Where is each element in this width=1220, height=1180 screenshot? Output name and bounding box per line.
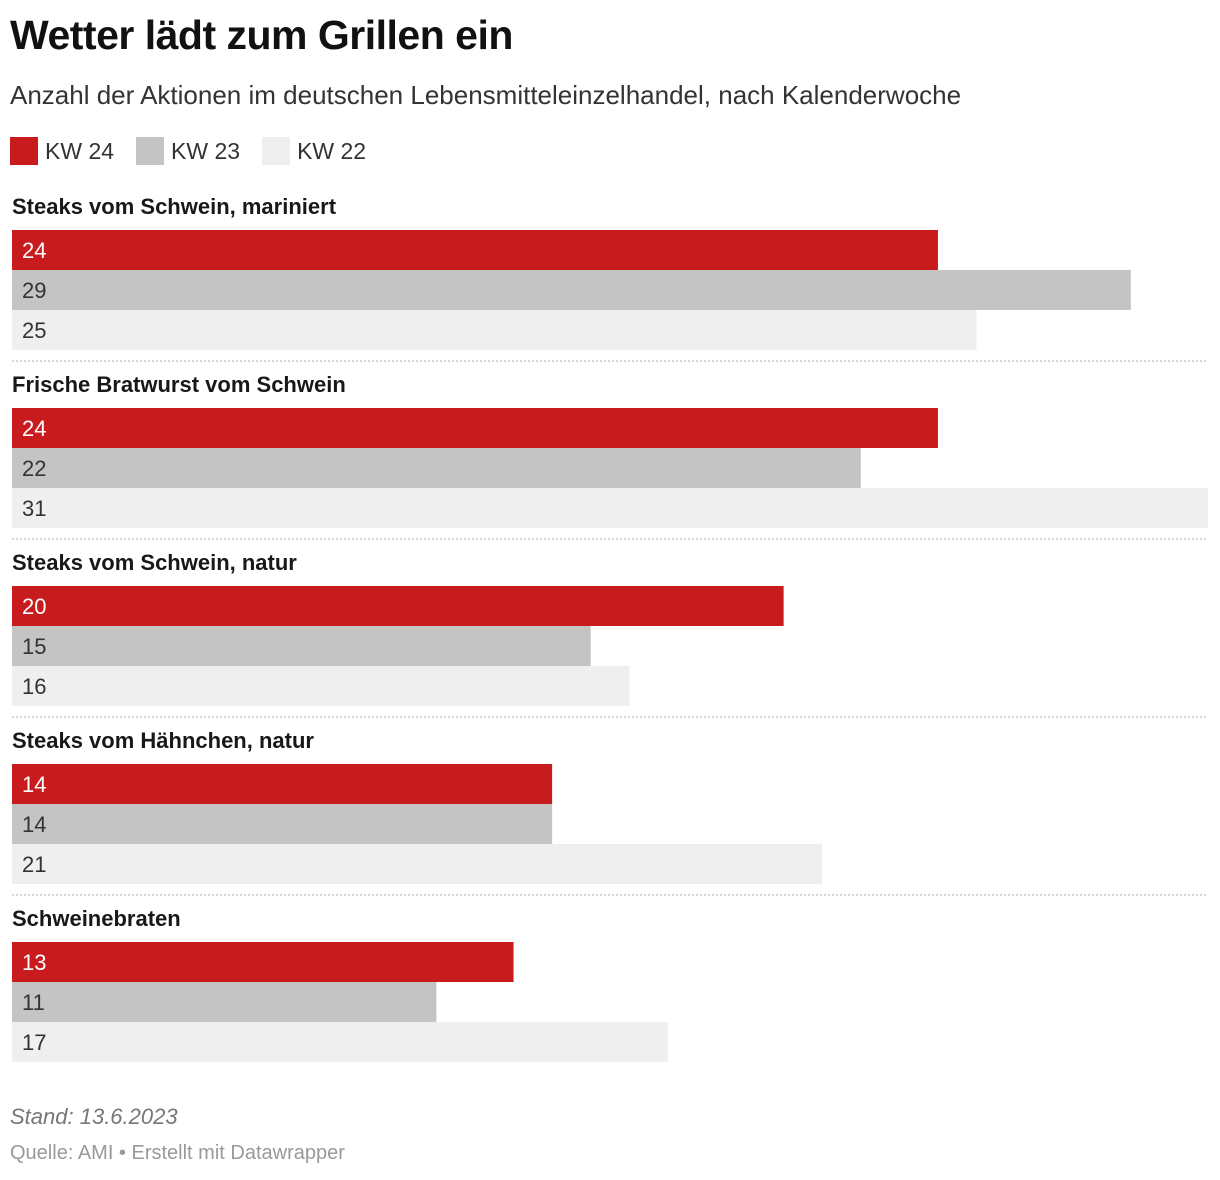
bar — [12, 310, 977, 350]
category-label: Steaks vom Schwein, natur — [12, 550, 297, 575]
legend-swatch-kw23 — [136, 137, 165, 165]
bar-value-label: 20 — [22, 594, 46, 619]
legend-label-kw23: KW 23 — [171, 137, 241, 164]
legend-label-kw24: KW 24 — [45, 137, 115, 164]
chart-title: Wetter lädt zum Grillen ein — [10, 12, 513, 58]
category-label: Steaks vom Hähnchen, natur — [12, 728, 314, 753]
bar — [12, 488, 1208, 528]
bar — [12, 626, 591, 666]
legend-item-kw22: KW 22 — [262, 137, 366, 165]
bar — [12, 270, 1131, 310]
legend-item-kw23: KW 23 — [136, 137, 240, 165]
category-label: Frische Bratwurst vom Schwein — [12, 372, 346, 397]
bar — [12, 666, 630, 706]
bar — [12, 448, 861, 488]
chart-subtitle: Anzahl der Aktionen im deutschen Lebensm… — [10, 80, 962, 110]
chart-source: Quelle: AMI • Erstellt mit Datawrapper — [10, 1142, 345, 1164]
bar — [12, 230, 938, 270]
bar — [12, 1022, 668, 1062]
bar-value-label: 21 — [22, 852, 46, 877]
bar — [12, 764, 553, 804]
bar — [12, 844, 823, 884]
legend-item-kw24: KW 24 — [10, 137, 114, 165]
bar-value-label: 24 — [22, 238, 46, 263]
bar-value-label: 15 — [22, 634, 46, 659]
bar-value-label: 14 — [22, 772, 46, 797]
legend-label-kw22: KW 22 — [297, 137, 367, 164]
bar-value-label: 16 — [22, 674, 46, 699]
bar — [12, 804, 553, 844]
bar-value-label: 22 — [22, 456, 46, 481]
chart-notes: Stand: 13.6.2023 — [10, 1104, 178, 1129]
bar-value-label: 13 — [22, 950, 46, 975]
legend-swatch-kw22 — [262, 137, 291, 165]
category-label: Schweinebraten — [12, 906, 181, 931]
bar — [12, 982, 437, 1022]
bar-value-label: 25 — [22, 318, 46, 343]
bar — [12, 408, 938, 448]
bar-value-label: 14 — [22, 812, 46, 837]
legend: KW 24 KW 23 KW 22 — [10, 135, 388, 167]
category-label: Steaks vom Schwein, mariniert — [12, 194, 337, 219]
bar-value-label: 31 — [22, 496, 46, 521]
bar-chart: Steaks vom Schwein, mariniert 24 29 25 Frisc… — [12, 194, 1208, 1062]
bar-value-label: 17 — [22, 1030, 46, 1055]
bar-value-label: 11 — [22, 990, 45, 1015]
legend-swatch-kw24 — [10, 137, 38, 165]
bar — [12, 586, 784, 626]
bar — [12, 942, 514, 982]
bar-value-label: 24 — [22, 416, 46, 441]
bar-value-label: 29 — [22, 278, 46, 303]
